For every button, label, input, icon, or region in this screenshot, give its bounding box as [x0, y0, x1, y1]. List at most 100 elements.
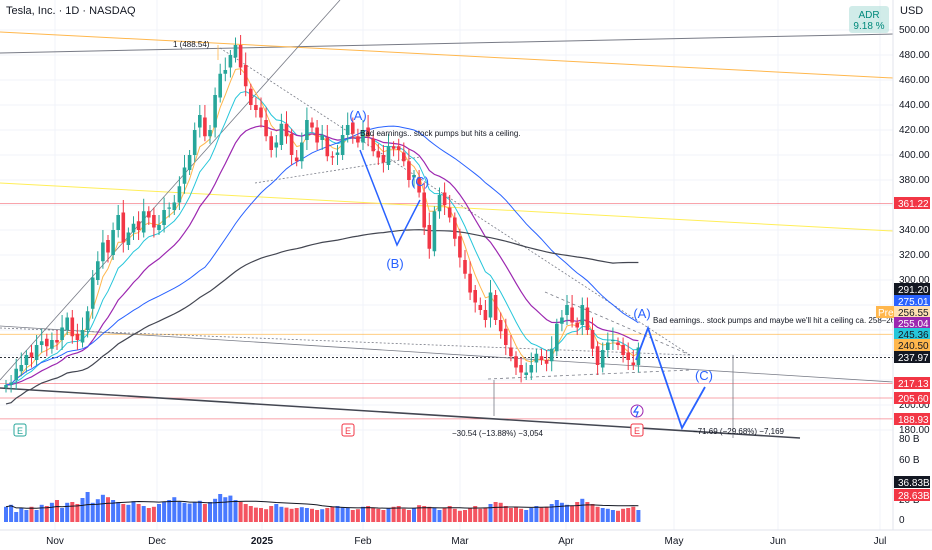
- candle[interactable]: [147, 206, 151, 225]
- candle-body[interactable]: [131, 223, 136, 233]
- volume-bar[interactable]: [299, 507, 304, 522]
- volume-bar[interactable]: [19, 508, 24, 522]
- candle-body[interactable]: [111, 230, 115, 255]
- volume-bar[interactable]: [34, 510, 39, 522]
- candle-body[interactable]: [539, 356, 544, 360]
- volume-bar[interactable]: [279, 506, 284, 522]
- candle[interactable]: [310, 117, 314, 133]
- candle[interactable]: [167, 202, 171, 218]
- volume-bar[interactable]: [361, 506, 365, 522]
- volume-bar[interactable]: [44, 506, 49, 522]
- volume-bar[interactable]: [60, 508, 65, 522]
- candle-body[interactable]: [407, 161, 411, 180]
- candle[interactable]: [606, 332, 610, 358]
- volume-bar[interactable]: [49, 502, 54, 522]
- candle[interactable]: [636, 342, 641, 373]
- volume-bar[interactable]: [524, 510, 529, 522]
- candle[interactable]: [228, 50, 233, 78]
- volume-bar[interactable]: [55, 500, 59, 522]
- candle-body[interactable]: [4, 385, 8, 388]
- candle-body[interactable]: [361, 130, 365, 143]
- volume-bar[interactable]: [631, 506, 636, 522]
- candle[interactable]: [565, 295, 569, 325]
- candle-body[interactable]: [39, 341, 44, 345]
- candle[interactable]: [249, 83, 253, 110]
- candle[interactable]: [14, 358, 18, 390]
- candle[interactable]: [320, 125, 324, 150]
- volume-bar[interactable]: [218, 494, 223, 522]
- candle[interactable]: [152, 207, 156, 238]
- candle[interactable]: [325, 125, 330, 162]
- candle[interactable]: [580, 297, 585, 336]
- candle-body[interactable]: [136, 221, 141, 230]
- candle-body[interactable]: [96, 261, 100, 280]
- volume-bar[interactable]: [284, 507, 289, 522]
- volume-bar[interactable]: [202, 504, 207, 522]
- volume-bar[interactable]: [621, 508, 626, 522]
- candle[interactable]: [4, 380, 8, 393]
- earnings-marker-icon[interactable]: E: [341, 423, 355, 437]
- candle-body[interactable]: [442, 192, 447, 206]
- candle[interactable]: [442, 182, 447, 216]
- candle[interactable]: [422, 182, 426, 236]
- candle[interactable]: [447, 195, 452, 223]
- candle-body[interactable]: [249, 88, 253, 105]
- candle-body[interactable]: [447, 207, 452, 218]
- candle-body[interactable]: [70, 317, 75, 337]
- candle-body[interactable]: [177, 186, 182, 203]
- volume-bar[interactable]: [422, 506, 427, 522]
- candle[interactable]: [141, 198, 146, 238]
- volume-bar[interactable]: [636, 510, 641, 522]
- volume-bar[interactable]: [238, 502, 243, 522]
- candle-body[interactable]: [463, 260, 467, 274]
- candle[interactable]: [223, 57, 228, 82]
- candle-body[interactable]: [391, 146, 396, 149]
- candle-body[interactable]: [315, 127, 319, 143]
- candle-body[interactable]: [310, 122, 314, 128]
- candle[interactable]: [534, 348, 539, 373]
- volume-bar[interactable]: [208, 502, 212, 522]
- candle-body[interactable]: [305, 120, 309, 140]
- candle[interactable]: [300, 132, 304, 169]
- candle[interactable]: [192, 122, 197, 163]
- candle-body[interactable]: [483, 310, 488, 320]
- candle-body[interactable]: [203, 117, 207, 137]
- candles[interactable]: [4, 35, 641, 393]
- volume-bar[interactable]: [146, 508, 151, 522]
- candle-body[interactable]: [101, 242, 105, 262]
- candle[interactable]: [611, 327, 615, 351]
- volume-bar[interactable]: [223, 497, 228, 522]
- candle-body[interactable]: [85, 311, 90, 330]
- candle-body[interactable]: [402, 152, 406, 162]
- candle-body[interactable]: [254, 105, 258, 110]
- candle[interactable]: [238, 35, 243, 75]
- candle[interactable]: [34, 335, 39, 365]
- candle[interactable]: [616, 337, 620, 351]
- time-axis[interactable]: Nov Dec 2025 Feb Mar Apr May Jun Jul: [46, 536, 886, 547]
- volume-bar[interactable]: [498, 502, 503, 522]
- volume-bar[interactable]: [437, 510, 442, 522]
- volume-bar[interactable]: [335, 506, 340, 522]
- candle-body[interactable]: [45, 338, 49, 347]
- volume-bar[interactable]: [508, 508, 513, 522]
- candle[interactable]: [136, 211, 141, 240]
- volume-bar[interactable]: [585, 502, 590, 522]
- candle[interactable]: [177, 176, 182, 210]
- candle[interactable]: [96, 251, 100, 285]
- candle-body[interactable]: [616, 342, 620, 346]
- candle[interactable]: [213, 87, 217, 138]
- volume-bar[interactable]: [468, 508, 473, 522]
- candle-body[interactable]: [172, 202, 177, 211]
- candle-body[interactable]: [498, 320, 503, 332]
- volume-bar[interactable]: [478, 508, 483, 522]
- volume-bar[interactable]: [315, 510, 320, 522]
- candle[interactable]: [39, 328, 44, 353]
- volume-bar[interactable]: [39, 504, 44, 522]
- candle-body[interactable]: [14, 368, 18, 380]
- candle-body[interactable]: [560, 317, 564, 324]
- candle[interactable]: [483, 300, 488, 328]
- volume-bar[interactable]: [243, 504, 248, 522]
- candle[interactable]: [631, 350, 636, 370]
- volume-bar[interactable]: [70, 502, 75, 522]
- candle[interactable]: [70, 310, 75, 344]
